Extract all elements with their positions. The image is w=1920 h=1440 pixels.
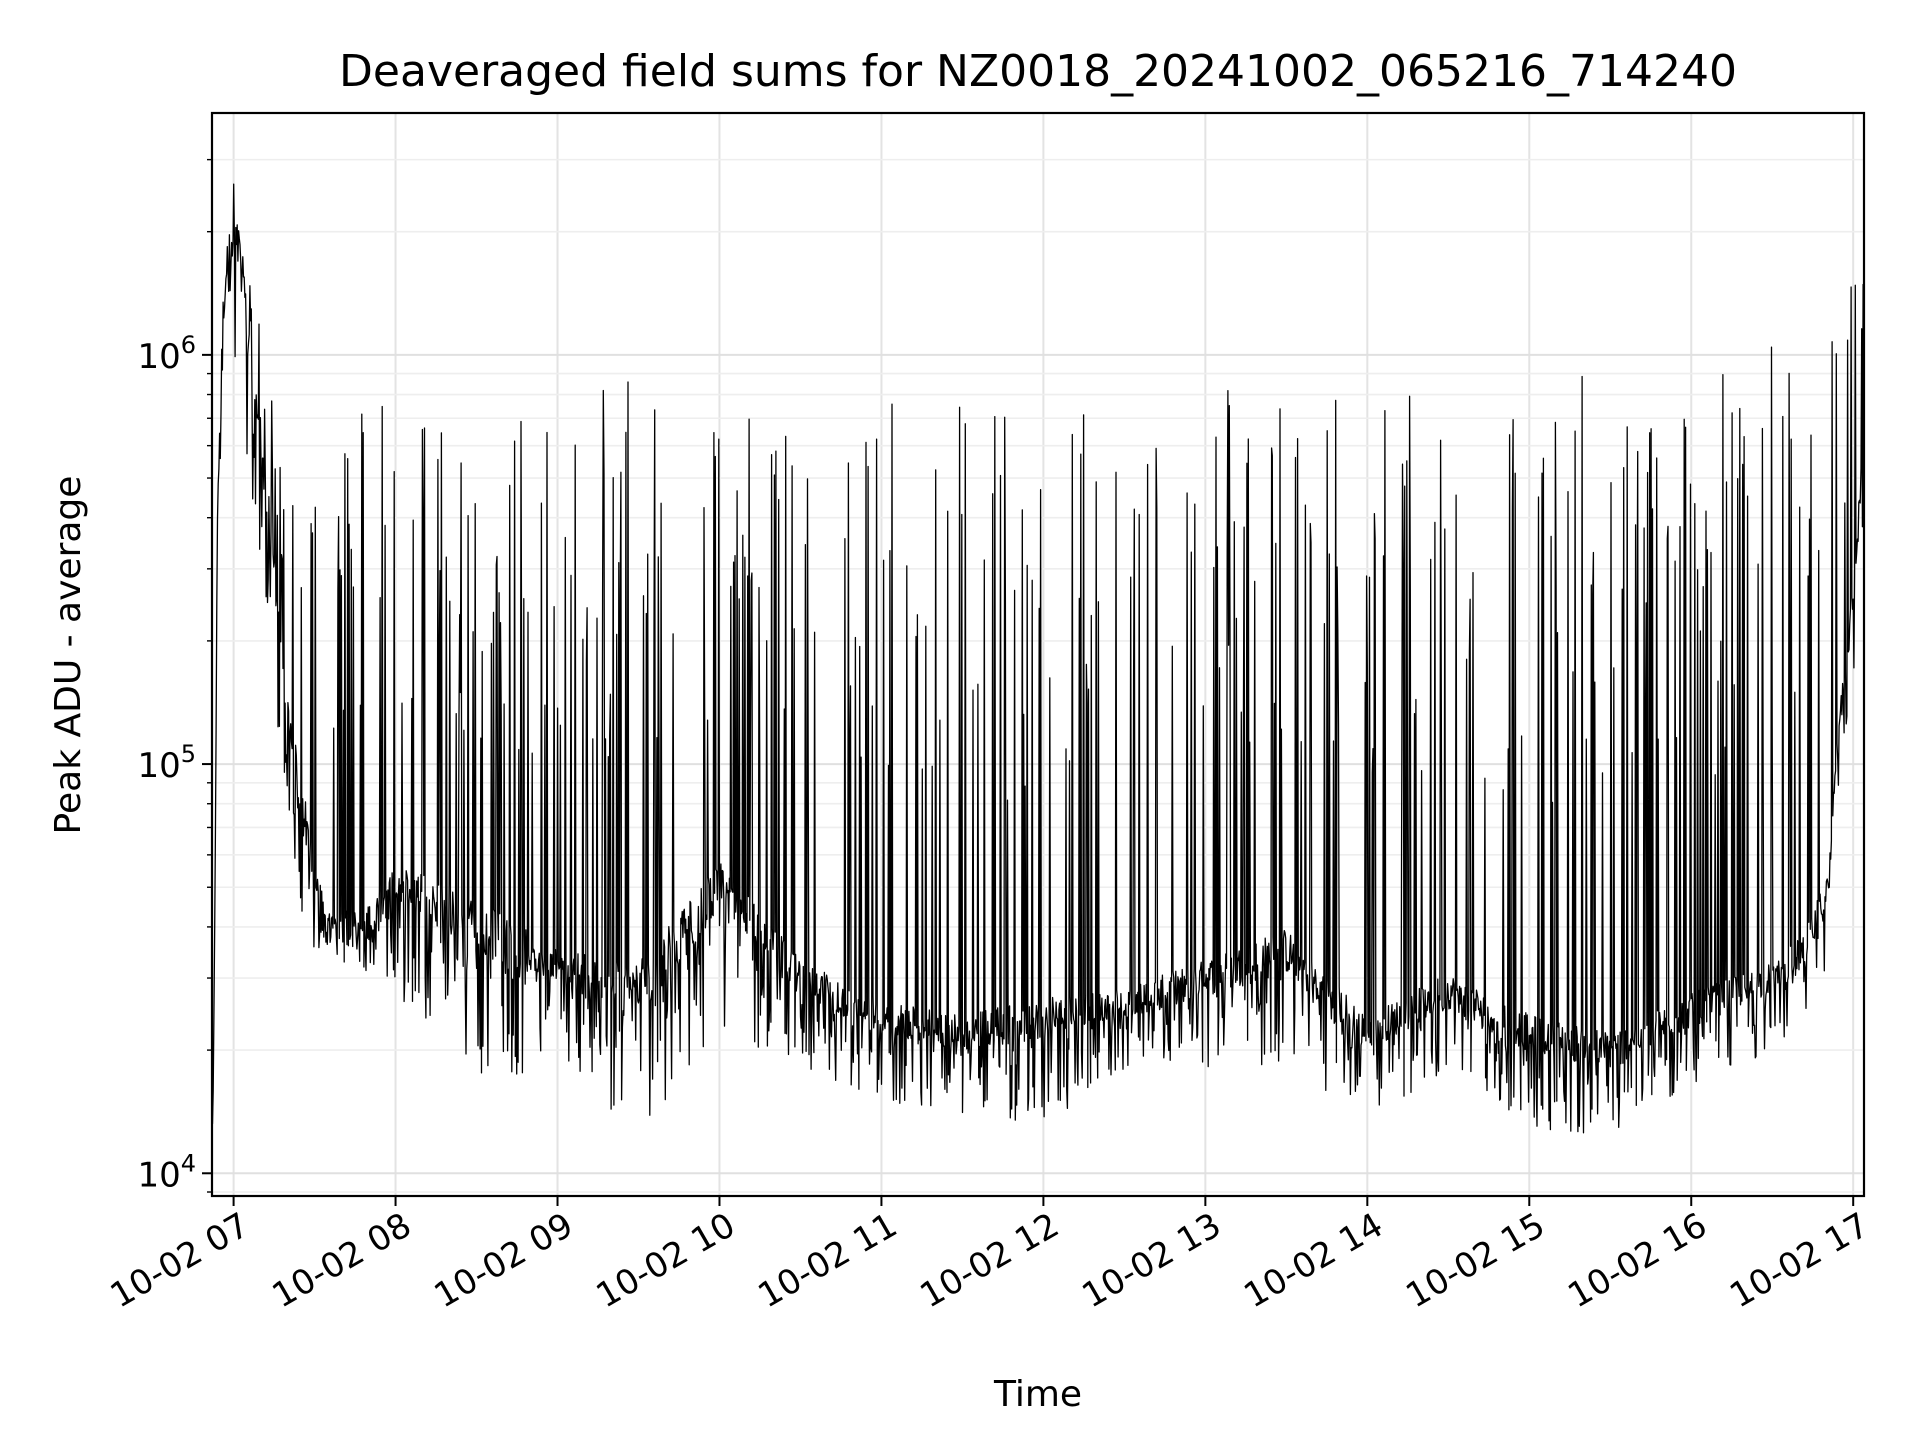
series-line-path <box>212 183 1864 1134</box>
y-tick-label: 106 <box>137 331 196 377</box>
y-tick-label: 104 <box>137 1149 196 1195</box>
chart-title: Deaveraged field sums for NZ0018_2024100… <box>339 46 1737 97</box>
x-axis-label: Time <box>993 1374 1082 1415</box>
plot-frame <box>210 111 1866 1198</box>
y-tick-label: 105 <box>137 740 196 786</box>
series-line <box>212 183 1864 1134</box>
y-axis-ticks: 104 105 106 <box>137 158 212 1195</box>
y-axis-label: Peak ADU - average <box>48 476 89 835</box>
